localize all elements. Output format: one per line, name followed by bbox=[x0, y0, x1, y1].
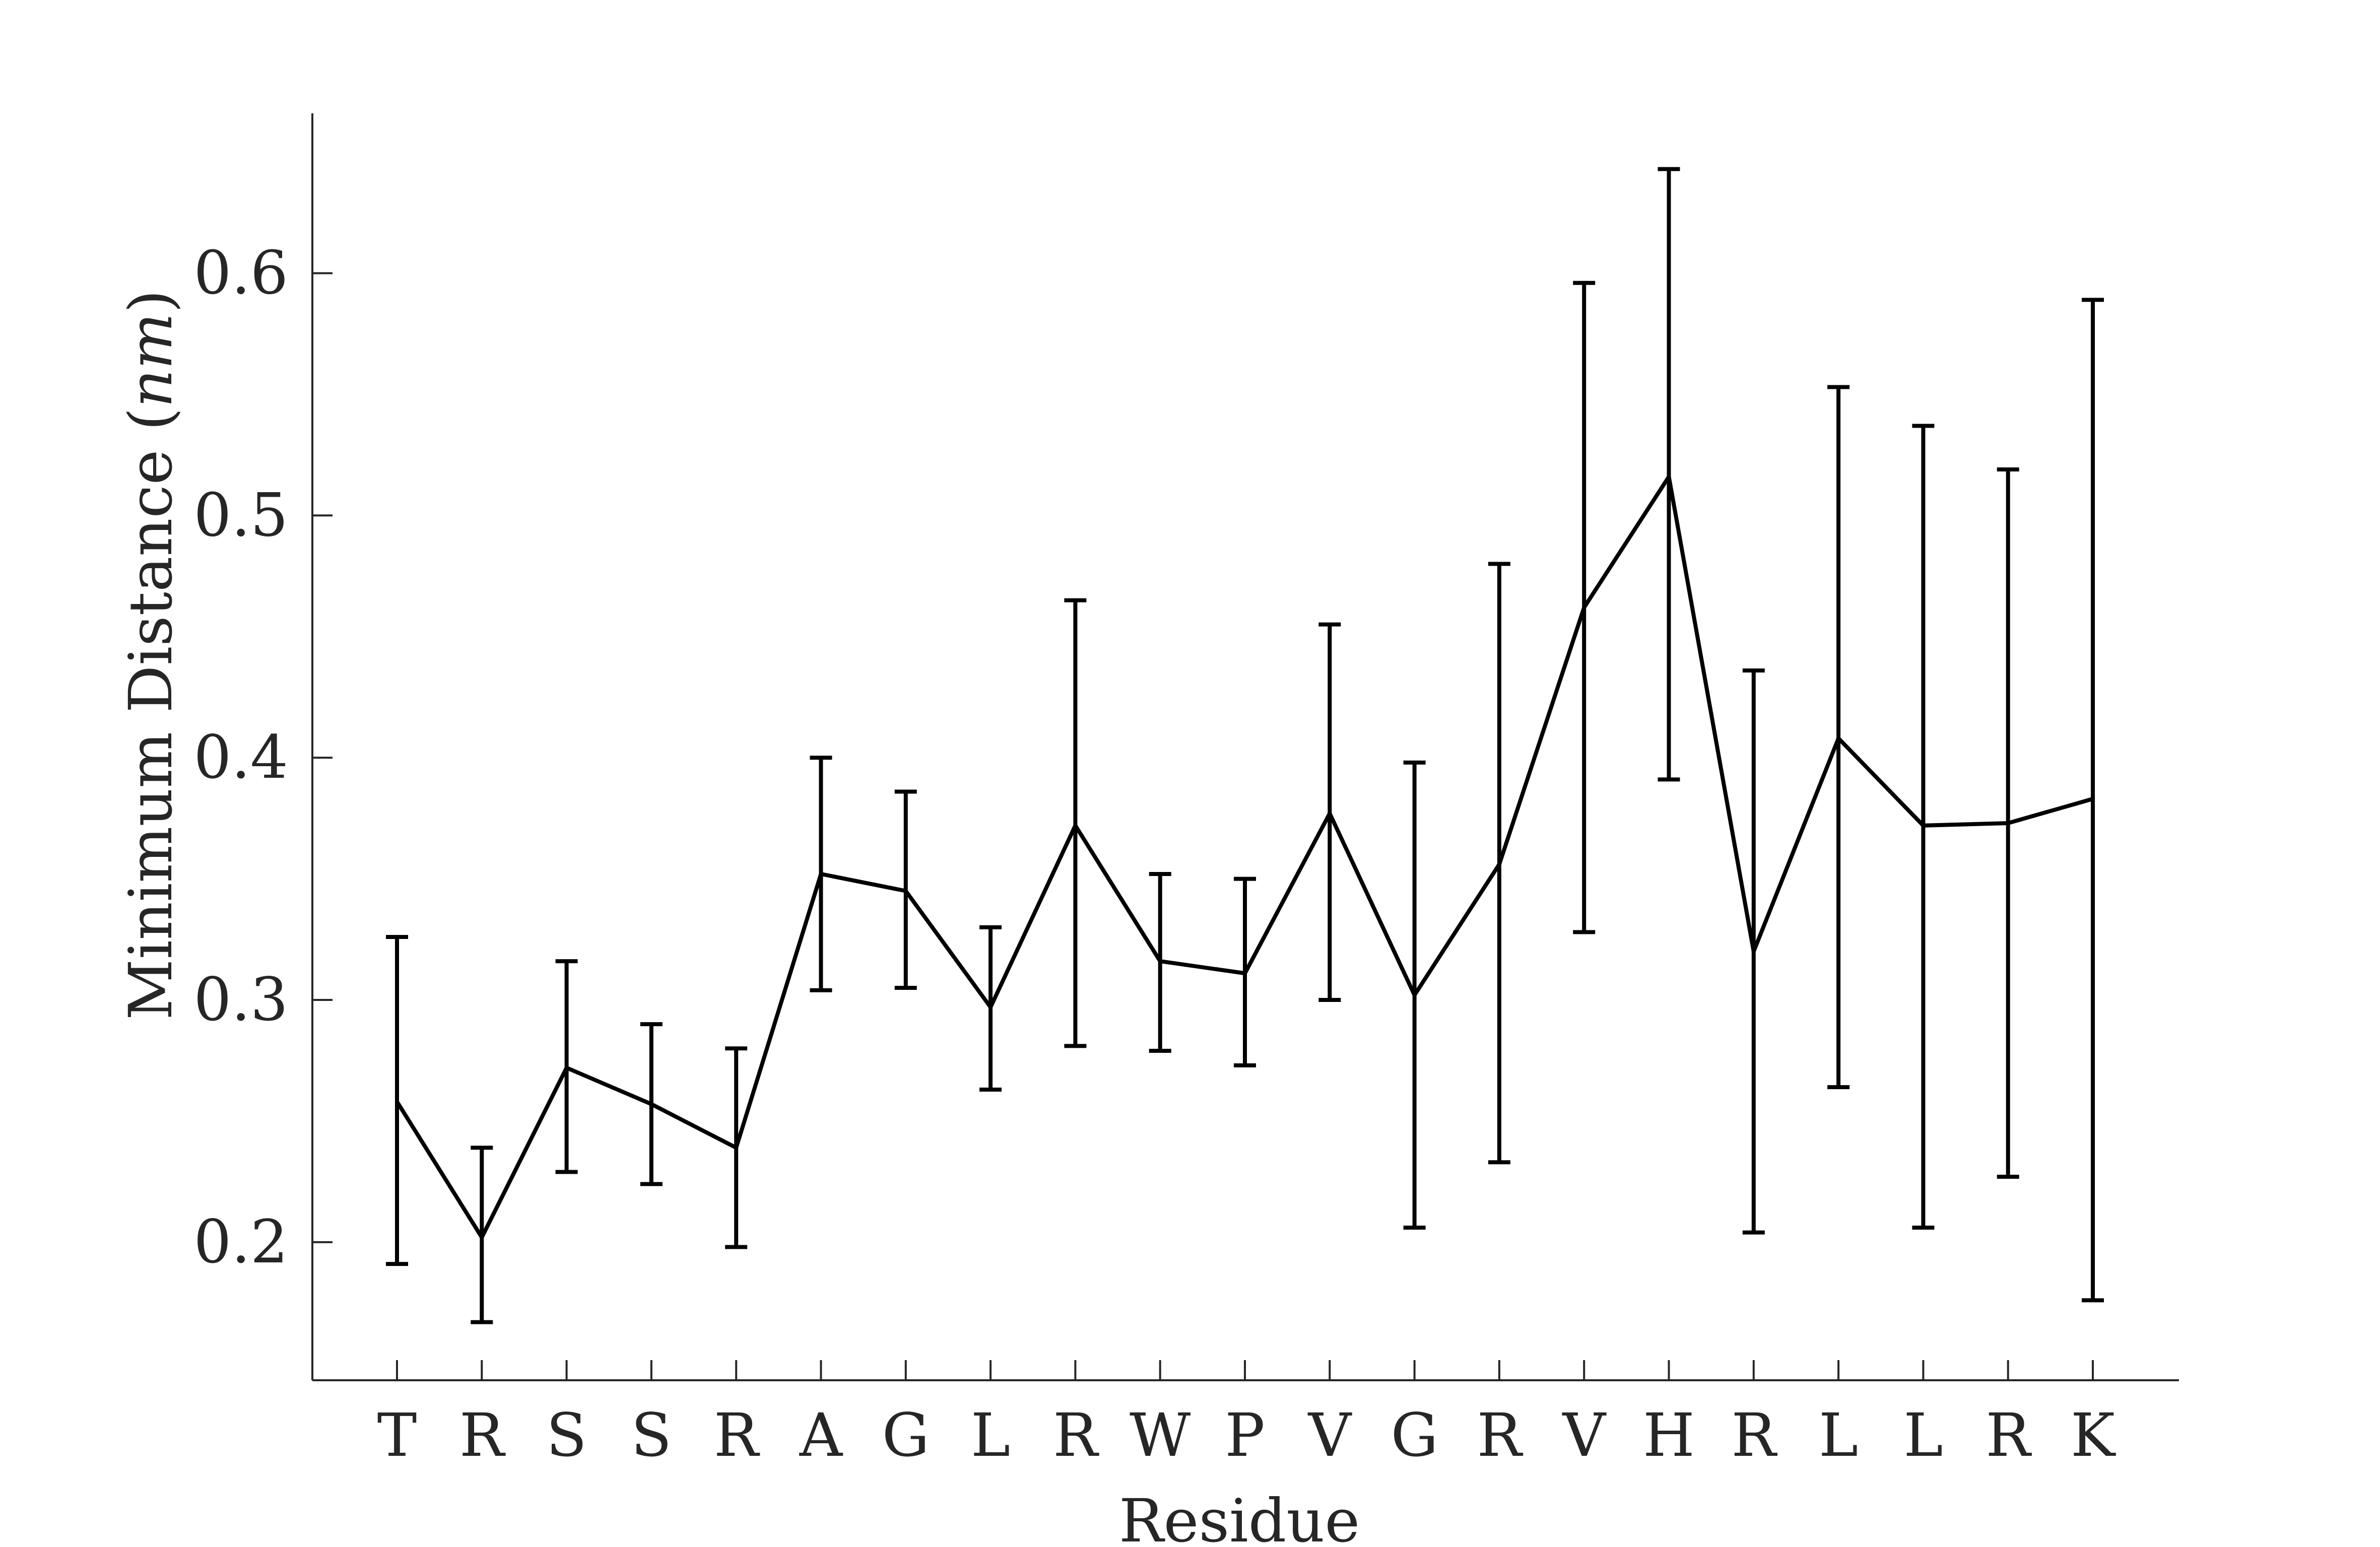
y-axis-label-close: ) bbox=[116, 290, 185, 313]
y-tick-label: 0.4 bbox=[193, 722, 288, 792]
y-tick-label: 0.6 bbox=[193, 238, 288, 307]
x-tick-label: P bbox=[1225, 1400, 1265, 1470]
x-tick-label: R bbox=[1477, 1400, 1523, 1470]
y-tick-label: 0.5 bbox=[193, 480, 288, 550]
x-tick-label: R bbox=[1731, 1400, 1777, 1470]
x-tick-label: L bbox=[1903, 1400, 1943, 1470]
y-axis-label: Minimum Distance (nm) bbox=[116, 290, 185, 1020]
x-tick-label: W bbox=[1130, 1400, 1191, 1470]
y-tick-label: 0.3 bbox=[193, 965, 288, 1034]
x-tick-label: R bbox=[714, 1400, 760, 1470]
x-tick-label: S bbox=[631, 1400, 672, 1470]
x-tick-label: V bbox=[1307, 1400, 1352, 1470]
x-tick-label: G bbox=[882, 1400, 930, 1470]
x-axis-label: Residue bbox=[1119, 1486, 1360, 1547]
x-tick-label: R bbox=[1986, 1400, 2032, 1470]
x-tick-label: R bbox=[459, 1400, 506, 1470]
x-tick-label: L bbox=[971, 1400, 1010, 1470]
series-line bbox=[395, 471, 2094, 1242]
x-tick-label: L bbox=[1819, 1400, 1858, 1470]
x-tick-label: G bbox=[1391, 1400, 1438, 1470]
x-tick-label: V bbox=[1562, 1400, 1607, 1470]
x-tick-label: T bbox=[377, 1400, 417, 1470]
x-tick-label: K bbox=[2071, 1400, 2116, 1470]
x-tick-label: R bbox=[1053, 1400, 1099, 1470]
y-tick-label: 0.2 bbox=[193, 1207, 288, 1276]
x-tick-label: A bbox=[799, 1400, 843, 1470]
x-tick-label: S bbox=[546, 1400, 587, 1470]
x-tick-label: H bbox=[1643, 1400, 1695, 1470]
plot-area: 0.20.30.40.50.6T R S S R A G L R W P V G R V H R L L R K bbox=[193, 113, 2179, 1470]
y-axis-label-text: Minimum Distance ( bbox=[116, 408, 185, 1020]
y-axis-label-unit: nm bbox=[116, 313, 185, 408]
